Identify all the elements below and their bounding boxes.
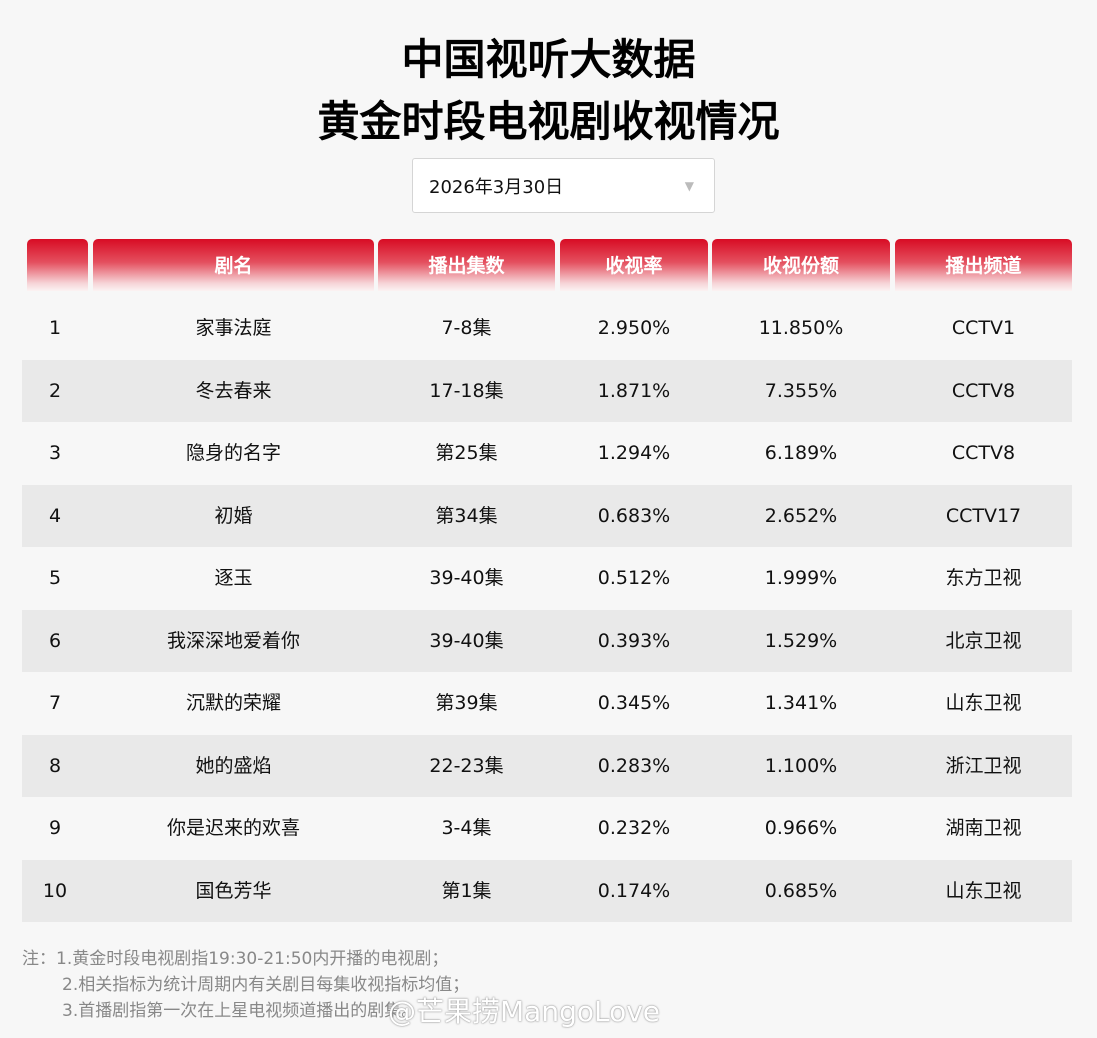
- cell-episodes: 第34集: [435, 504, 498, 527]
- date-value: 2026年3月30日: [429, 176, 564, 198]
- table-row: 7 沉默的荣耀 第39集 0.345% 1.341% 山东卫视: [22, 672, 1072, 734]
- header-episodes: 播出集数: [378, 239, 555, 291]
- cell-rank: 2: [48, 379, 62, 402]
- cell-share: 2.652%: [764, 504, 838, 527]
- note-2: 2.相关指标为统计周期内有关剧目每集收视指标均值；: [62, 975, 470, 995]
- cell-rating: 0.683%: [597, 504, 671, 527]
- cell-rating: 0.283%: [597, 754, 671, 777]
- cell-episodes: 第1集: [441, 879, 492, 902]
- header-title: 剧名: [93, 239, 374, 291]
- table-row: 2 冬去春来 17-18集 1.871% 7.355% CCTV8: [22, 359, 1072, 422]
- header-channel: 播出频道: [895, 239, 1072, 291]
- cell-share: 0.685%: [764, 879, 838, 902]
- cell-rating: 0.393%: [597, 629, 671, 652]
- cell-episodes: 第39集: [435, 692, 498, 714]
- note-3: 3.首播剧指第一次在上星电视频道播出的剧集。: [62, 1001, 419, 1021]
- cell-title: 初婚: [214, 504, 253, 527]
- cell-share: 1.529%: [764, 629, 838, 652]
- cell-title: 冬去春来: [195, 379, 272, 402]
- cell-rating: 0.512%: [597, 567, 671, 589]
- cell-rating: 0.232%: [597, 817, 671, 839]
- table-row: 8 她的盛焰 22-23集 0.283% 1.100% 浙江卫视: [22, 734, 1072, 797]
- table-row: 4 初婚 第34集 0.683% 2.652% CCTV17: [22, 484, 1072, 547]
- cell-share: 1.341%: [764, 692, 838, 714]
- cell-channel: CCTV8: [951, 442, 1016, 464]
- cell-channel: CCTV17: [945, 504, 1022, 527]
- cell-share: 1.100%: [764, 754, 838, 777]
- cell-title: 沉默的荣耀: [185, 692, 281, 714]
- cell-rank: 5: [48, 567, 62, 589]
- cell-rank: 1: [48, 317, 62, 339]
- header-rating: 收视率: [560, 239, 708, 291]
- header-share: 收视份额: [712, 239, 890, 291]
- cell-channel: 东方卫视: [945, 567, 1022, 589]
- cell-share: 11.850%: [758, 317, 844, 339]
- footnotes: 注：1.黄金时段电视剧指19:30-21:50内开播的电视剧； 2.相关指标为统…: [22, 946, 469, 1024]
- cell-rating: 2.950%: [597, 317, 671, 339]
- cell-episodes: 39-40集: [429, 629, 504, 652]
- notes-prefix: 注：: [22, 949, 56, 969]
- cell-episodes: 17-18集: [429, 379, 504, 402]
- cell-rank: 9: [48, 817, 62, 839]
- cell-channel: 湖南卫视: [945, 817, 1022, 839]
- cell-title: 家事法庭: [195, 317, 272, 339]
- caret-down-icon: ▼: [684, 179, 694, 193]
- cell-share: 6.189%: [764, 442, 838, 464]
- cell-rating: 1.871%: [597, 379, 671, 402]
- cell-share: 7.355%: [764, 379, 838, 402]
- cell-channel: CCTV1: [951, 317, 1016, 339]
- cell-title: 隐身的名字: [185, 442, 281, 464]
- cell-rating: 0.345%: [597, 692, 671, 714]
- cell-episodes: 7-8集: [441, 317, 492, 339]
- page-title-line1: 中国视听大数据: [401, 35, 696, 84]
- cell-channel: 山东卫视: [945, 692, 1022, 714]
- cell-share: 1.999%: [764, 567, 838, 589]
- table-row: 5 逐玉 39-40集 0.512% 1.999% 东方卫视: [22, 547, 1072, 609]
- cell-title: 你是迟来的欢喜: [166, 817, 300, 839]
- cell-title: 我深深地爱着你: [166, 629, 300, 652]
- cell-episodes: 22-23集: [429, 754, 504, 777]
- cell-rank: 10: [42, 879, 68, 902]
- cell-rank: 7: [48, 692, 62, 714]
- cell-rating: 0.174%: [597, 879, 671, 902]
- table-row: 9 你是迟来的欢喜 3-4集 0.232% 0.966% 湖南卫视: [22, 797, 1072, 859]
- cell-title: 她的盛焰: [195, 754, 272, 777]
- cell-title: 国色芳华: [195, 879, 272, 902]
- cell-channel: 山东卫视: [945, 879, 1022, 902]
- cell-rank: 4: [48, 504, 62, 527]
- date-dropdown[interactable]: 2026年3月30日 ▼: [412, 158, 715, 213]
- page-title-line2: 黄金时段电视剧收视情况: [317, 97, 780, 146]
- cell-episodes: 39-40集: [429, 567, 504, 589]
- table-header: 剧名 播出集数 收视率 收视份额 播出频道: [0, 239, 1097, 291]
- cell-channel: 北京卫视: [945, 629, 1022, 652]
- table-row: 3 隐身的名字 第25集 1.294% 6.189% CCTV8: [22, 422, 1072, 484]
- watermark: @芒果捞MangoLove: [388, 995, 661, 1028]
- cell-rank: 3: [48, 442, 62, 464]
- table-row: 6 我深深地爱着你 39-40集 0.393% 1.529% 北京卫视: [22, 609, 1072, 672]
- cell-rank: 6: [48, 629, 62, 652]
- cell-share: 0.966%: [764, 817, 838, 839]
- cell-channel: 浙江卫视: [945, 754, 1022, 777]
- table-row: 10 国色芳华 第1集 0.174% 0.685% 山东卫视: [22, 859, 1072, 922]
- table-row: 1 家事法庭 7-8集 2.950% 11.850% CCTV1: [22, 297, 1072, 359]
- cell-rating: 1.294%: [597, 442, 671, 464]
- cell-episodes: 第25集: [435, 442, 498, 464]
- cell-channel: CCTV8: [951, 379, 1016, 402]
- cell-title: 逐玉: [214, 567, 253, 589]
- cell-rank: 8: [48, 754, 62, 777]
- note-1: 1.黄金时段电视剧指19:30-21:50内开播的电视剧；: [56, 949, 449, 969]
- cell-episodes: 3-4集: [441, 817, 492, 839]
- header-rank: [27, 239, 88, 291]
